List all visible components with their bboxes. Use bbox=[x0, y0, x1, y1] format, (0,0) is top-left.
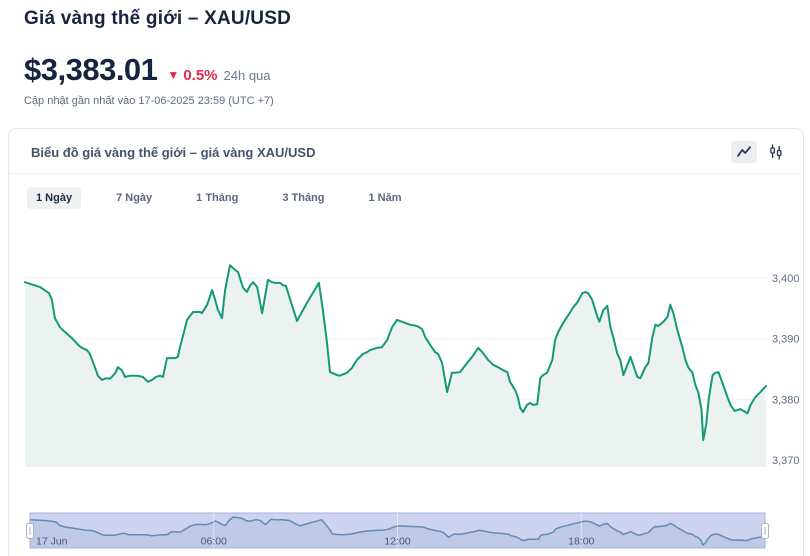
tab-3-thang[interactable]: 3 Tháng bbox=[282, 192, 325, 204]
chart-card: Biểu đồ giá vàng thế giới – giá vàng XAU… bbox=[8, 128, 804, 556]
price-row: $3,383.01 ▼ 0.5% 24h qua bbox=[24, 52, 271, 88]
line-chart-icon bbox=[737, 146, 751, 157]
tab-1-ngay[interactable]: 1 Ngày bbox=[27, 187, 82, 209]
change-percent: 0.5% bbox=[183, 67, 218, 84]
change-period: 24h qua bbox=[223, 68, 271, 83]
page-title: Giá vàng thế giới – XAU/USD bbox=[24, 8, 292, 29]
navigator-handle-right[interactable] bbox=[761, 523, 769, 539]
candlestick-view-button[interactable] bbox=[763, 141, 789, 163]
candlestick-icon bbox=[770, 144, 782, 160]
chart-card-title: Biểu đồ giá vàng thế giới – giá vàng XAU… bbox=[31, 144, 316, 160]
tab-7-ngay[interactable]: 7 Ngày bbox=[116, 192, 153, 204]
navigator-handle-left[interactable] bbox=[26, 523, 34, 539]
price-change: ▼ 0.5% 24h qua bbox=[167, 67, 270, 84]
chart-card-header: Biểu đồ giá vàng thế giới – giá vàng XAU… bbox=[9, 129, 803, 174]
tab-1-thang[interactable]: 1 Tháng bbox=[196, 192, 239, 204]
time-range-tabs: 1 Ngày 7 Ngày 1 Tháng 3 Tháng 1 Năm bbox=[9, 174, 803, 209]
chart-type-switcher bbox=[731, 141, 789, 163]
down-arrow-icon: ▼ bbox=[167, 68, 180, 82]
line-chart-view-button[interactable] bbox=[731, 141, 757, 163]
tab-1-nam[interactable]: 1 Năm bbox=[368, 192, 402, 204]
last-updated-text: Cập nhật gần nhất vào 17-06-2025 23:59 (… bbox=[24, 95, 274, 107]
current-price: $3,383.01 bbox=[24, 52, 158, 87]
